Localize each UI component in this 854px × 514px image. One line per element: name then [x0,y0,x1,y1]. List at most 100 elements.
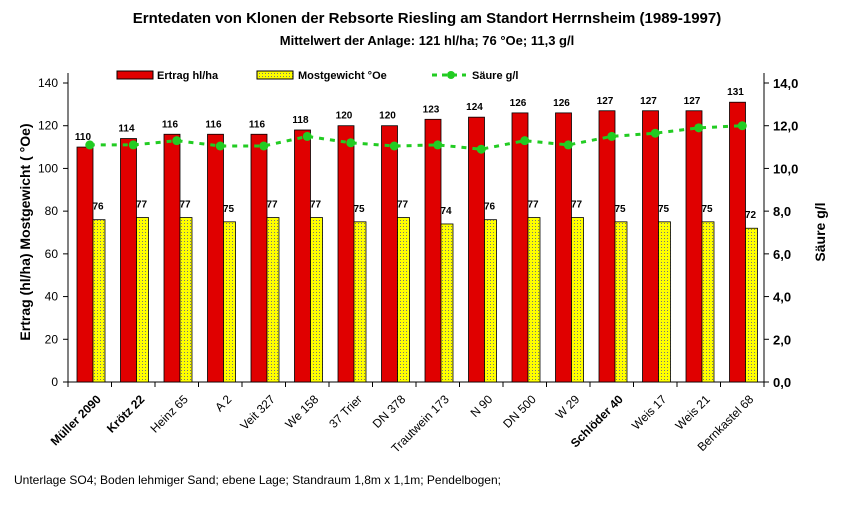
bar-ertrag [207,133,224,383]
data-label-ertrag: 124 [466,102,483,113]
data-label-mostgewicht: 75 [701,204,713,215]
y2-tick-label: 4,0 [773,290,791,305]
legend-label-saeure: Säure g/l [472,70,518,82]
bar-mostgewicht [658,221,671,383]
x-tick-label: DN 500 [500,392,539,431]
x-tick-label: Heinz 65 [147,392,191,436]
data-label-mostgewicht: 77 [310,200,322,211]
bar-mostgewicht [440,223,454,383]
point-saeure [302,131,312,141]
data-label-ertrag: 127 [597,96,614,107]
bar-mostgewicht [136,217,149,383]
footnote: Unterlage SO4; Boden lehmiger Sand; eben… [14,473,501,487]
y-tick-label: 20 [45,332,59,346]
y2-tick-label: 0,0 [773,375,791,390]
bar-mostgewicht [745,227,758,383]
x-tick-label: We 158 [282,392,321,431]
data-label-ertrag: 110 [75,132,92,143]
bar-ertrag [381,125,398,383]
bar-mostgewicht [266,217,280,383]
y-tick-label: 80 [45,204,59,218]
y2-tick-label: 6,0 [773,247,791,262]
bar-mostgewicht [527,217,541,383]
legend-swatch-mostgewicht [256,70,294,80]
y-tick-label: 40 [45,290,59,304]
bar-mostgewicht [484,219,497,383]
point-saeure [650,128,660,138]
point-saeure [389,141,399,151]
bar-ertrag [337,125,355,383]
point-saeure [85,140,95,150]
y2-tick-label: 2,0 [773,332,791,347]
bar-ertrag [598,110,616,383]
legend: Ertrag hl/ha Mostgewicht °Oe Säure g/l [116,70,518,82]
bar-mostgewicht [223,221,236,383]
bar-ertrag [555,112,572,383]
bar-mostgewicht [701,221,715,383]
data-label-mostgewicht: 77 [136,200,148,211]
point-saeure [433,140,443,150]
x-tick-label: DN 378 [370,392,409,431]
data-label-ertrag: 114 [118,124,135,135]
point-saeure [346,138,356,148]
chart-title: Erntedaten von Klonen der Rebsorte Riesl… [133,10,722,27]
legend-swatch-ertrag [116,70,154,80]
x-tick-label: A 2 [212,392,234,414]
bar-ertrag [120,138,137,383]
data-label-ertrag: 118 [292,115,309,126]
y-tick-label: 0 [51,375,58,389]
y2-tick-label: 14,0 [773,76,798,91]
x-tick-label: Müller 2090 [48,392,104,448]
data-label-ertrag: 131 [727,87,744,98]
bar-ertrag [250,133,268,383]
y2-tick-label: 10,0 [773,161,798,176]
data-label-mostgewicht: 77 [179,200,191,211]
y2-axis-label: Säure g/l [812,202,828,261]
x-tick-label: W 29 [553,392,583,422]
y-axis-label: Ertrag (hl/ha) Mostgewicht ( °Oe) [17,123,33,340]
data-label-mostgewicht: 76 [92,202,104,213]
y-tick-label: 140 [38,76,58,90]
data-label-mostgewicht: 75 [223,204,235,215]
bar-mostgewicht [614,221,628,383]
data-label-ertrag: 120 [336,111,353,122]
data-label-mostgewicht: 77 [527,200,539,211]
bar-mostgewicht [571,217,584,383]
point-saeure [520,136,530,146]
data-label-ertrag: 126 [553,98,570,109]
x-tick-label: N 90 [468,392,496,420]
data-label-mostgewicht: 77 [571,200,583,211]
point-saeure [563,140,573,150]
bar-ertrag [163,133,181,383]
data-label-mostgewicht: 77 [266,200,278,211]
data-label-ertrag: 123 [423,104,440,115]
bar-ertrag [424,118,442,383]
data-label-ertrag: 127 [640,96,657,107]
data-label-mostgewicht: 77 [397,200,409,211]
data-label-ertrag: 120 [379,111,396,122]
bar-ertrag [685,110,703,383]
bar-ertrag [642,110,659,383]
bar-mostgewicht [92,219,106,383]
x-tick-label: Veit 327 [237,392,278,433]
point-saeure [128,140,138,150]
data-label-ertrag: 126 [510,98,527,109]
x-tick-label: Krötz 22 [104,392,148,436]
data-label-ertrag: 127 [684,96,701,107]
y-tick-label: 100 [38,161,58,175]
x-tick-label: Weis 17 [629,392,670,433]
point-saeure [737,121,747,131]
bar-ertrag [294,129,311,383]
data-label-ertrag: 116 [205,119,222,130]
data-label-mostgewicht: 75 [614,204,626,215]
legend-label-mostgewicht: Mostgewicht °Oe [298,70,387,82]
bar-mostgewicht [310,217,323,383]
point-saeure [172,136,182,146]
data-label-mostgewicht: 75 [353,204,365,215]
y2-tick-label: 8,0 [773,204,791,219]
y2-tick-label: 12,0 [773,119,798,134]
bar-ertrag [729,101,746,383]
chart-subtitle: Mittelwert der Anlage: 121 hl/ha; 76 °Oe… [280,33,574,48]
bar-mostgewicht [179,217,193,383]
